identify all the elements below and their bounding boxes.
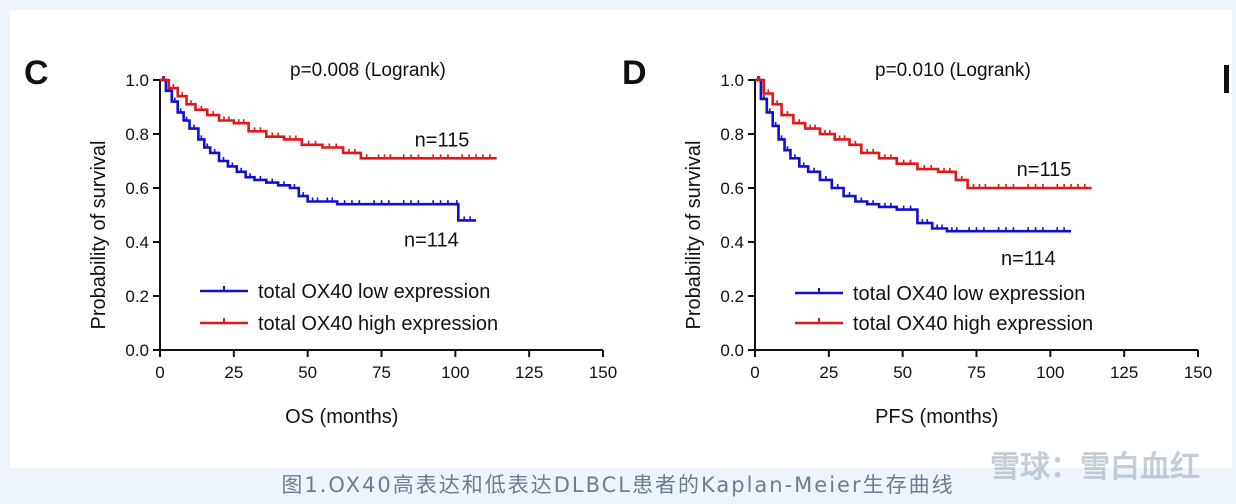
y-tick-label: 0.4: [125, 233, 149, 252]
x-axis-title: PFS (months): [875, 406, 998, 428]
survival-curve-high: [160, 78, 497, 160]
legend-label-high: total OX40 high expression: [853, 313, 1093, 335]
x-tick-label: 125: [1110, 363, 1138, 382]
y-tick-label: 0.6: [125, 179, 149, 198]
x-tick-label: 125: [515, 363, 543, 382]
p-value-label: p=0.008 (Logrank): [290, 60, 446, 81]
n-label-high: n=115: [1017, 159, 1072, 181]
x-tick-label: 50: [893, 363, 912, 382]
y-tick-label: 0.6: [720, 179, 744, 198]
survival-curve-high: [755, 78, 1092, 190]
x-tick-label: 100: [1036, 363, 1064, 382]
x-tick-label: 25: [819, 363, 838, 382]
x-tick-label: 150: [589, 363, 617, 382]
y-tick-label: 1.0: [720, 71, 744, 90]
panel-letter: C: [24, 54, 49, 92]
p-value-label: p=0.010 (Logrank): [875, 60, 1031, 81]
legend-label-low: total OX40 low expression: [258, 281, 490, 303]
y-tick-label: 0.4: [720, 233, 744, 252]
n-label-high: n=115: [415, 129, 470, 151]
y-axis-title: Probability of survival: [88, 141, 110, 330]
x-tick-label: 75: [372, 363, 391, 382]
y-tick-label: 0.2: [720, 287, 744, 306]
y-tick-label: 1.0: [125, 71, 149, 90]
x-tick-label: 25: [224, 363, 243, 382]
survival-curve-low: [755, 78, 1072, 233]
n-label-low: n=114: [404, 229, 459, 251]
n-label-low: n=114: [1001, 248, 1056, 270]
figure-caption: 图1.OX40高表达和低表达DLBCL患者的Kaplan-Meier生存曲线: [281, 473, 955, 497]
legend-label-high: total OX40 high expression: [258, 313, 498, 335]
legend-label-low: total OX40 low expression: [853, 283, 1085, 305]
x-tick-label: 0: [155, 363, 164, 382]
x-tick-label: 100: [441, 363, 469, 382]
x-tick-label: 150: [1184, 363, 1212, 382]
y-tick-label: 0.8: [125, 125, 149, 144]
x-tick-label: 0: [750, 363, 759, 382]
x-axis-title: OS (months): [285, 406, 398, 428]
watermark: 雪球：雪白血红: [990, 450, 1200, 485]
y-tick-label: 0.2: [125, 287, 149, 306]
panel-letter: D: [622, 54, 647, 92]
y-tick-label: 0.8: [720, 125, 744, 144]
y-axis-title: Probability of survival: [683, 141, 705, 330]
survival-curve-low: [160, 78, 477, 222]
next-panel-edge: [1224, 65, 1229, 93]
x-tick-label: 50: [298, 363, 317, 382]
y-tick-label: 0.0: [720, 341, 744, 360]
y-tick-label: 0.0: [125, 341, 149, 360]
x-tick-label: 75: [967, 363, 986, 382]
